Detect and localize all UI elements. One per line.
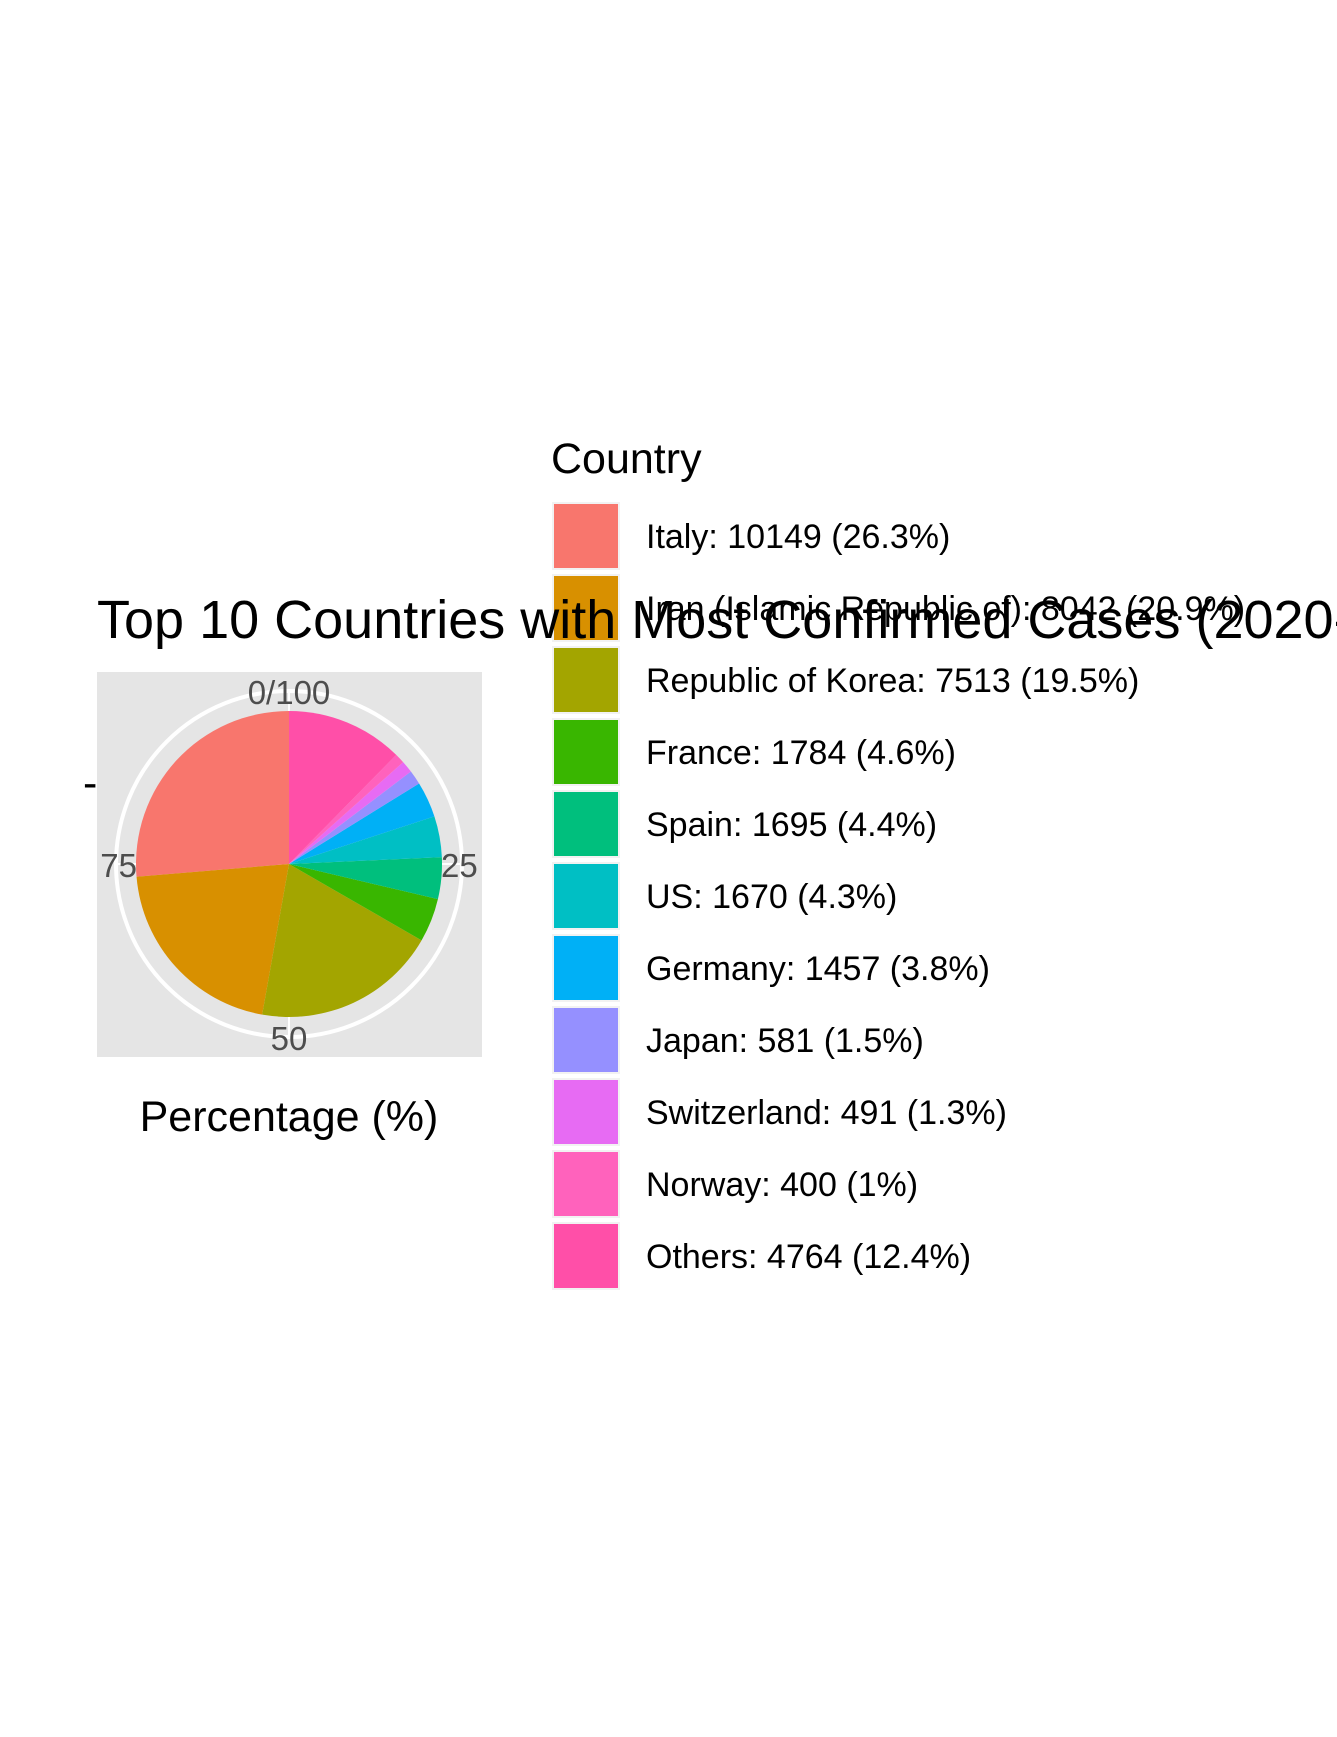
y-axis-label: - bbox=[83, 759, 97, 807]
legend: Italy: 10149 (26.3%) Iran (Islamic Republ… bbox=[552, 502, 1245, 1290]
legend-key-8 bbox=[552, 1078, 620, 1146]
legend-key-10 bbox=[552, 1222, 620, 1290]
x-axis-label: Percentage (%) bbox=[140, 1093, 439, 1141]
tick-label-50: 50 bbox=[271, 1020, 308, 1057]
pie-slice-4 bbox=[289, 857, 442, 900]
legend-label-4: Spain: 1695 (4.4%) bbox=[646, 806, 937, 844]
legend-label-0: Italy: 10149 (26.3%) bbox=[646, 518, 950, 556]
legend-key-0 bbox=[552, 502, 620, 570]
pie-slice-5 bbox=[289, 816, 442, 864]
pie-slice-3 bbox=[289, 864, 438, 941]
legend-key-5 bbox=[552, 862, 620, 930]
legend-label-5: US: 1670 (4.3%) bbox=[646, 878, 897, 916]
legend-title: Country bbox=[551, 435, 702, 483]
legend-key-7 bbox=[552, 1006, 620, 1074]
legend-key-1 bbox=[552, 574, 620, 642]
legend-key-9 bbox=[552, 1150, 620, 1218]
legend-label-7: Japan: 581 (1.5%) bbox=[646, 1022, 924, 1060]
legend-label-10: Others: 4764 (12.4%) bbox=[646, 1238, 971, 1276]
pie-slice-2 bbox=[262, 864, 422, 1017]
pie-slice-10 bbox=[289, 711, 397, 864]
legend-key-2 bbox=[552, 646, 620, 714]
legend-key-6 bbox=[552, 934, 620, 1002]
legend-label-2: Republic of Korea: 7513 (19.5%) bbox=[646, 662, 1139, 700]
legend-key-4 bbox=[552, 790, 620, 858]
legend-label-6: Germany: 1457 (3.8%) bbox=[646, 950, 990, 988]
pie-slice-7 bbox=[289, 771, 420, 864]
tick-label-0-100: 0/100 bbox=[248, 674, 331, 711]
legend-key-3 bbox=[552, 718, 620, 786]
pie-slice-1 bbox=[136, 864, 289, 1015]
tick-label-25: 25 bbox=[441, 847, 478, 884]
pie-slice-9 bbox=[289, 754, 404, 864]
tick-label-75: 75 bbox=[100, 847, 137, 884]
pie-slices bbox=[136, 711, 442, 1017]
legend-label-1: Iran (Islamic Republic of): 8042 (20.9%) bbox=[646, 590, 1245, 628]
legend-label-9: Norway: 400 (1%) bbox=[646, 1166, 918, 1204]
pie-slice-6 bbox=[289, 783, 435, 864]
legend-label-8: Switzerland: 491 (1.3%) bbox=[646, 1094, 1007, 1132]
pie-slice-8 bbox=[289, 762, 411, 864]
pie-slice-0 bbox=[136, 711, 289, 877]
legend-label-3: France: 1784 (4.6%) bbox=[646, 734, 956, 772]
chart-title: Top 10 Countries with Most Confirmed Cas… bbox=[97, 590, 1337, 650]
